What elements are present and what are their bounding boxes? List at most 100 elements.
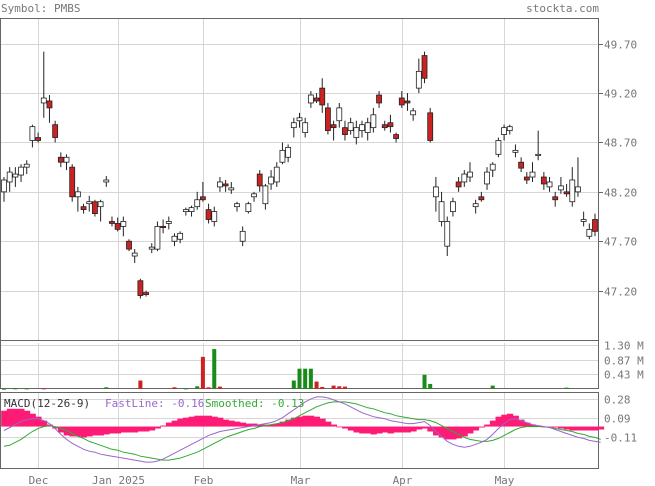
candle-body [222, 183, 229, 187]
macd-histogram-bar [75, 426, 82, 437]
macd-histogram-bar [387, 426, 394, 434]
macd-histogram-bar [415, 426, 423, 430]
volume-bar [172, 387, 177, 389]
candle-body [131, 252, 138, 257]
macd-histogram-bar [336, 426, 343, 428]
candle-body [194, 199, 201, 208]
volume-bar [303, 368, 308, 389]
volume-bar [195, 386, 200, 389]
macd-histogram-bar [245, 423, 252, 427]
macd-histogram-bar [114, 426, 122, 434]
macd-histogram-bar [489, 420, 497, 427]
macd-histogram-bar [177, 418, 184, 427]
macd-tick-label: 0.28 [604, 394, 631, 407]
macd-histogram-bar [427, 426, 434, 432]
macd-histogram-bar [438, 426, 446, 438]
macd-histogram-bar [23, 410, 31, 427]
candle-body [518, 161, 525, 169]
candle-body [103, 179, 110, 183]
macd-histogram-bar [575, 426, 582, 431]
candle-body [523, 176, 530, 181]
volume-tick-label: 1.30 M [604, 340, 644, 353]
macd-histogram-bar [569, 426, 576, 431]
site-watermark[interactable]: stockta.com [526, 2, 599, 15]
macd-histogram-bar [455, 426, 463, 439]
candle-body [6, 171, 13, 183]
macd-histogram-bar [523, 422, 531, 427]
macd-histogram-bar [478, 426, 485, 428]
candle-body [285, 146, 292, 158]
volume-bar [564, 387, 569, 389]
macd-histogram-bar [18, 408, 25, 427]
volume-bar [342, 386, 347, 389]
macd-histogram-bar [239, 422, 247, 427]
candle-body [450, 201, 456, 213]
macd-histogram-bar [330, 424, 338, 427]
candle-body [325, 107, 331, 132]
x-tick-label: Feb [194, 474, 214, 486]
macd-histogram-bar [342, 426, 349, 429]
candle-body [262, 185, 269, 205]
volume-bar [314, 381, 319, 389]
macd-histogram-bar [558, 426, 565, 429]
macd-panel-frame [0, 392, 599, 469]
candle-body [347, 122, 354, 132]
candle-body [552, 196, 559, 201]
macd-fastline-label: FastLine: -0.16 [105, 397, 204, 410]
volume-bar [41, 388, 46, 390]
macd-histogram-bar [592, 426, 599, 431]
macd-histogram-bar [205, 415, 213, 427]
price-tick-label: 47.20 [604, 286, 637, 299]
candle-body [177, 232, 184, 240]
volume-bar [200, 356, 205, 389]
macd-histogram-bar [313, 416, 320, 427]
macd-histogram-bar [529, 424, 536, 427]
macd-histogram-bar [183, 417, 190, 427]
macd-histogram-bar [364, 426, 372, 434]
macd-histogram-bar [273, 423, 281, 427]
macd-histogram-bar [131, 426, 139, 433]
candle-body [563, 191, 570, 195]
price-tick-label: 48.70 [604, 137, 637, 150]
candle-body [199, 196, 206, 201]
macd-histogram-bar [393, 426, 400, 433]
candle-body [279, 149, 286, 163]
volume-tick-label: 0.43 M [604, 369, 644, 382]
candle-body [370, 114, 377, 129]
volume-bar [183, 388, 188, 390]
candle-body [86, 201, 93, 205]
macd-histogram-bar [450, 426, 457, 440]
candle-body [484, 171, 490, 185]
candle-body [444, 221, 451, 247]
macd-histogram-bar [370, 426, 377, 435]
macd-histogram-bar [171, 420, 178, 427]
candle-body [421, 55, 428, 79]
candle-body [35, 137, 41, 141]
x-tick-label: Dec [29, 474, 49, 486]
x-tick-label: May [495, 474, 515, 486]
macd-histogram-bar [6, 408, 14, 427]
candle-body [296, 117, 303, 122]
macd-histogram-bar [160, 425, 167, 427]
candle-body [171, 235, 178, 242]
macd-histogram-bar [92, 426, 99, 436]
macd-histogram-bar [353, 426, 360, 433]
candle-body [410, 110, 417, 116]
macd-histogram-bar [52, 426, 59, 429]
volume-bar [291, 380, 296, 389]
candle-body [256, 173, 263, 187]
macd-histogram-bar [268, 424, 275, 427]
macd-histogram-bar [1, 410, 8, 427]
macd-histogram-bar [518, 419, 525, 427]
macd-histogram-bar [69, 426, 76, 437]
candle-body [114, 223, 121, 230]
macd-histogram-bar [444, 426, 451, 440]
macd-histogram-bar [319, 418, 326, 427]
macd-histogram-bar [222, 419, 230, 427]
candle-body [319, 87, 326, 106]
candle-body [57, 156, 64, 163]
candle-body [489, 163, 496, 171]
candle-body [18, 166, 24, 176]
macd-histogram-bar [137, 426, 144, 432]
